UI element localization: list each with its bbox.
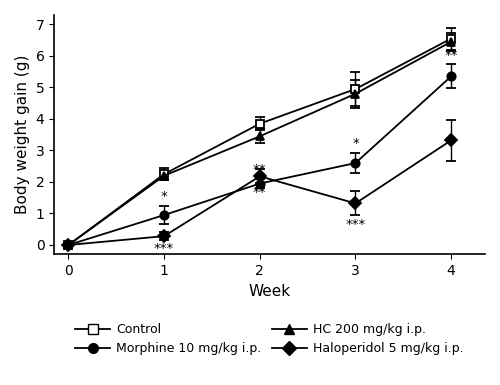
Y-axis label: Body weight gain (g): Body weight gain (g): [15, 55, 30, 214]
Text: ***: ***: [154, 243, 174, 256]
X-axis label: Week: Week: [248, 284, 290, 299]
Text: **: **: [253, 186, 266, 199]
Text: *: *: [161, 191, 168, 203]
Text: **: **: [444, 49, 458, 62]
Text: ***: ***: [346, 218, 366, 231]
Legend: Control, Morphine 10 mg/kg i.p., HC 200 mg/kg i.p., Haloperidol 5 mg/kg i.p.: Control, Morphine 10 mg/kg i.p., HC 200 …: [75, 323, 464, 355]
Text: **: **: [253, 163, 266, 176]
Text: *: *: [352, 137, 359, 150]
